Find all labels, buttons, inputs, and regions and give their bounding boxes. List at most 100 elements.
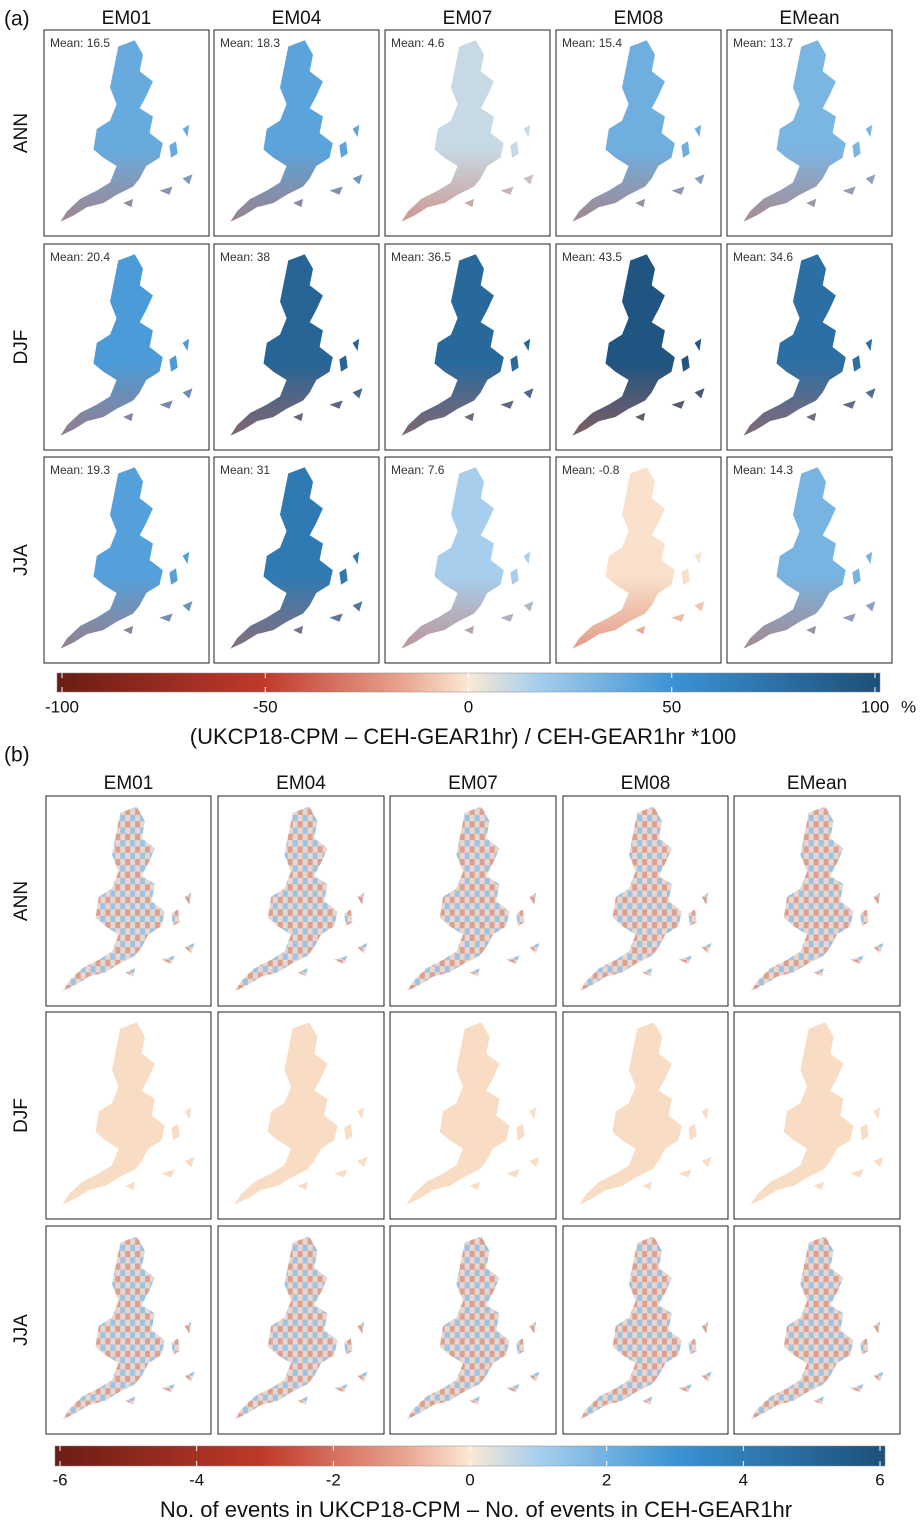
row-label: ANN — [11, 113, 32, 153]
colorbar-tick-label: -4 — [189, 1470, 204, 1489]
mean-value: 15.4 — [599, 36, 623, 50]
map-region — [62, 1236, 195, 1420]
colorbar-tick-label: 0 — [464, 697, 473, 716]
map-region — [750, 1236, 884, 1420]
map-shading — [743, 254, 876, 436]
mean-label: Mean: 4.6 — [391, 36, 445, 50]
mean-label: Mean: 34.6 — [733, 250, 793, 264]
colorbar-tick-label: -6 — [52, 1470, 67, 1489]
mean-value: 36.5 — [428, 250, 452, 264]
row-label: DJF — [11, 330, 32, 365]
mean-label: Mean: 20.4 — [50, 250, 110, 264]
map-shading — [572, 40, 705, 222]
mean-value: 43.5 — [599, 250, 623, 264]
mean-value: 13.7 — [770, 36, 794, 50]
row-label: ANN — [11, 881, 32, 921]
mean-prefix: Mean: — [50, 463, 83, 477]
mean-label: Mean: 18.3 — [220, 36, 280, 50]
mean-prefix: Mean: — [391, 36, 424, 50]
map-region — [234, 1236, 368, 1420]
map-region — [234, 806, 368, 992]
colorbar-tick-label: 4 — [739, 1470, 748, 1489]
colorbar-title: (UKCP18-CPM – CEH-GEAR1hr) / CEH-GEAR1hr… — [190, 724, 736, 749]
mean-label: Mean: 13.7 — [733, 36, 793, 50]
colorbar-tick-label: -100 — [45, 697, 79, 716]
mean-prefix: Mean: — [220, 36, 253, 50]
mean-label: Mean: -0.8 — [562, 463, 620, 477]
colorbar-tick-label: -2 — [326, 1470, 341, 1489]
mean-label: Mean: 7.6 — [391, 463, 445, 477]
colorbar-tick-label: 0 — [465, 1470, 474, 1489]
map-shading — [572, 467, 705, 649]
mean-value: 20.4 — [87, 250, 111, 264]
column-header: EM08 — [614, 8, 664, 29]
map-region — [406, 1022, 540, 1205]
colorbar-title: No. of events in UKCP18-CPM – No. of eve… — [160, 1497, 792, 1522]
column-header: EM01 — [104, 773, 154, 794]
mean-label: Mean: 38 — [220, 250, 270, 264]
mean-value: 34.6 — [770, 250, 794, 264]
map-region — [62, 806, 195, 992]
mean-label: Mean: 14.3 — [733, 463, 793, 477]
mean-prefix: Mean: — [562, 36, 595, 50]
mean-value: 4.6 — [428, 36, 445, 50]
map-region — [579, 806, 712, 992]
column-header: EM07 — [443, 8, 493, 29]
mean-value: 16.5 — [87, 36, 111, 50]
map-shading — [230, 467, 363, 649]
map-shading — [572, 254, 705, 436]
column-header: EM01 — [102, 8, 152, 29]
row-label: DJF — [11, 1098, 32, 1133]
column-header: EM04 — [272, 8, 322, 29]
map-shading — [230, 254, 363, 436]
map-region — [750, 806, 884, 992]
mean-prefix: Mean: — [391, 250, 424, 264]
mean-prefix: Mean: — [50, 36, 83, 50]
map-region — [62, 1022, 195, 1205]
mean-label: Mean: 36.5 — [391, 250, 451, 264]
column-header: EM08 — [621, 773, 671, 794]
mean-label: Mean: 16.5 — [50, 36, 110, 50]
colorbar-tick-label: 100 — [861, 697, 889, 716]
mean-prefix: Mean: — [562, 463, 595, 477]
map-shading — [230, 40, 363, 222]
mean-prefix: Mean: — [733, 250, 766, 264]
map-shading — [401, 467, 534, 649]
map-shading — [401, 254, 534, 436]
map-shading — [401, 40, 534, 222]
mean-prefix: Mean: — [220, 463, 253, 477]
mean-value: 18.3 — [257, 36, 281, 50]
mean-prefix: Mean: — [733, 36, 766, 50]
column-header: EM04 — [276, 773, 326, 794]
map-shading — [743, 467, 876, 649]
mean-prefix: Mean: — [391, 463, 424, 477]
mean-prefix: Mean: — [50, 250, 83, 264]
mean-prefix: Mean: — [733, 463, 766, 477]
panel-label: (b) — [4, 744, 30, 767]
colorbar-tick-label: 50 — [662, 697, 681, 716]
column-header: EMean — [787, 773, 847, 794]
map-region — [750, 1022, 884, 1205]
mean-label: Mean: 43.5 — [562, 250, 622, 264]
mean-prefix: Mean: — [562, 250, 595, 264]
panel-label: (a) — [4, 8, 30, 31]
map-region — [579, 1236, 712, 1420]
mean-prefix: Mean: — [220, 250, 253, 264]
map-shading — [60, 254, 193, 436]
map-shading — [60, 467, 193, 649]
row-label: JJA — [11, 544, 32, 576]
map-region — [234, 1022, 368, 1205]
map-region — [406, 1236, 540, 1420]
map-shading — [743, 40, 876, 222]
colorbar-tick-label: -50 — [253, 697, 278, 716]
map-shading — [60, 40, 193, 222]
column-header: EMean — [779, 8, 839, 29]
map-region — [406, 806, 540, 992]
mean-value: 31 — [257, 463, 271, 477]
mean-value: 19.3 — [87, 463, 111, 477]
column-header: EM07 — [448, 773, 498, 794]
mean-label: Mean: 19.3 — [50, 463, 110, 477]
mean-value: -0.8 — [599, 463, 620, 477]
mean-value: 38 — [257, 250, 271, 264]
